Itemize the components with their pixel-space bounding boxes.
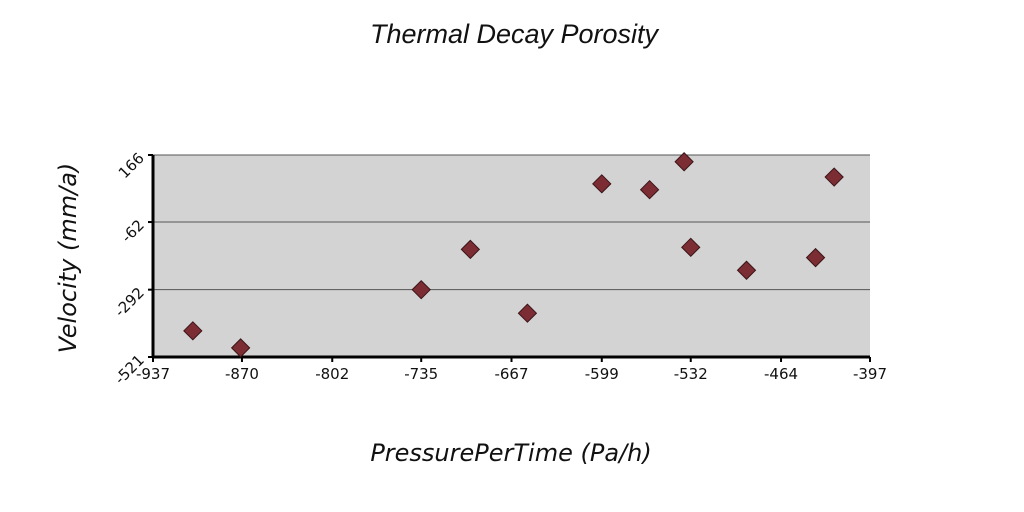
x-tick-label: -464 — [764, 365, 798, 383]
x-axis-label: PressurePerTime (Pa/h) — [370, 439, 651, 467]
x-tick-label: -937 — [136, 365, 170, 383]
data-point — [183, 321, 203, 341]
plot-area — [153, 155, 870, 357]
y-tick-label: 166 — [115, 149, 148, 182]
x-tick-label: -599 — [585, 365, 619, 383]
x-tick-label: -532 — [674, 365, 708, 383]
x-axis-ticks: -937 -870 -802 -735 -667 -599 -532 -464 -397 — [136, 357, 887, 383]
data-point — [411, 279, 431, 300]
x-tick-label: -870 — [225, 365, 259, 383]
x-tick-label: -802 — [315, 365, 349, 383]
y-tick-label: -292 — [111, 284, 148, 321]
data-point — [460, 239, 481, 260]
y-tick-label: -62 — [118, 216, 148, 246]
data-point — [230, 338, 251, 358]
data-points — [183, 152, 844, 358]
data-point — [674, 152, 694, 172]
data-point — [517, 303, 538, 323]
chart-title: Thermal Decay Porosity — [370, 19, 660, 49]
x-tick-label: -735 — [404, 365, 438, 383]
data-point — [639, 179, 660, 200]
x-tick-label: -397 — [853, 365, 887, 383]
data-point — [736, 260, 757, 280]
data-point — [681, 237, 701, 258]
data-point — [592, 174, 612, 194]
data-point — [805, 247, 826, 268]
y-axis-label: Velocity (mm/a) — [54, 163, 82, 354]
x-tick-label: -667 — [494, 365, 528, 383]
data-point — [824, 167, 844, 187]
